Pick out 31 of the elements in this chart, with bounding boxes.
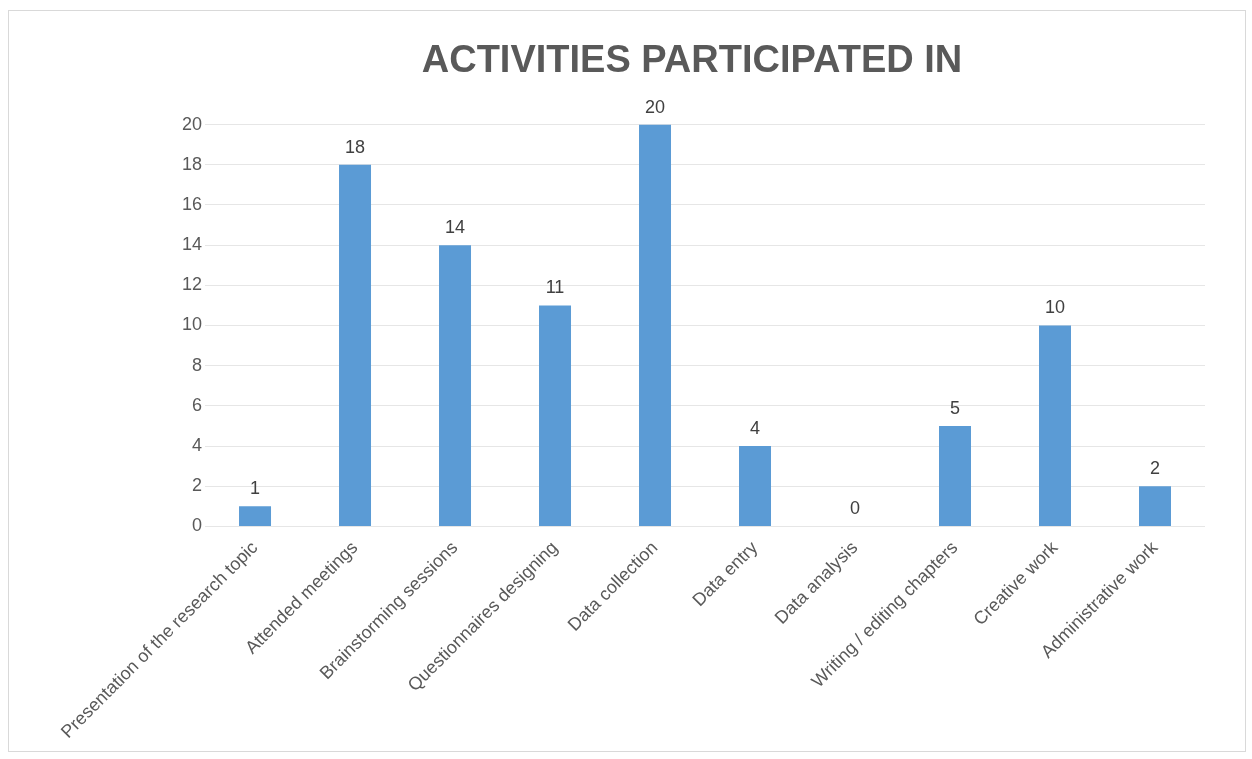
bar	[739, 446, 772, 526]
bar	[339, 164, 372, 526]
bar	[539, 305, 572, 526]
bar	[1039, 325, 1071, 526]
y-tick-label: 0	[192, 515, 203, 536]
y-tick-label: 16	[181, 193, 203, 214]
bar	[439, 245, 472, 526]
data-label: 0	[850, 498, 861, 519]
data-label: 14	[445, 217, 466, 238]
bar	[939, 425, 972, 526]
data-label: 4	[750, 418, 761, 439]
y-tick-label: 2	[192, 475, 203, 496]
y-tick-label: 10	[181, 314, 203, 335]
y-tick-label: 20	[181, 113, 203, 134]
data-label: 2	[1149, 458, 1161, 479]
chart-title: ACTIVITIES PARTICIPATED IN	[421, 38, 963, 81]
bar	[239, 506, 272, 526]
y-tick-label: 4	[192, 435, 203, 456]
data-label: 10	[1044, 297, 1066, 318]
bar	[1139, 486, 1171, 526]
y-tick-label: 14	[181, 234, 203, 255]
y-tick-label: 18	[181, 153, 203, 174]
data-label: 5	[950, 397, 961, 418]
bar	[639, 124, 672, 526]
y-tick-label: 6	[192, 394, 203, 415]
data-label: 20	[645, 96, 666, 117]
y-tick-label: 8	[192, 354, 203, 375]
y-tick-label: 12	[181, 274, 203, 295]
data-label: 1	[250, 478, 261, 499]
data-label: 18	[345, 136, 366, 157]
data-label: 11	[545, 277, 565, 298]
